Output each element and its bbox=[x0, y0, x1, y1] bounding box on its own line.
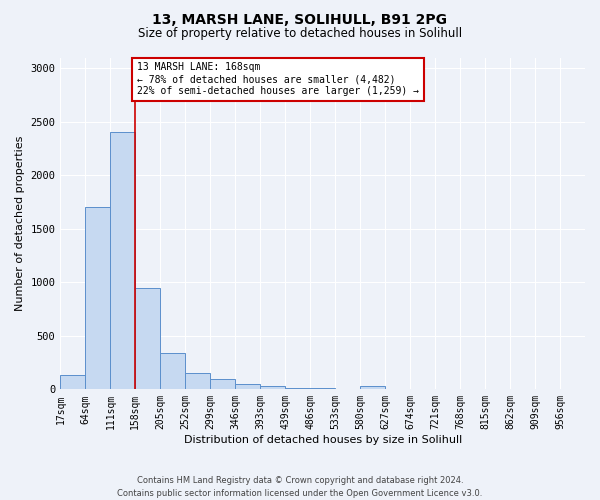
Bar bbox=[285, 388, 310, 390]
Bar bbox=[160, 353, 185, 390]
Bar bbox=[335, 389, 360, 390]
Bar bbox=[210, 379, 235, 390]
Bar bbox=[61, 376, 85, 390]
Bar bbox=[136, 288, 160, 390]
Bar bbox=[235, 384, 260, 390]
X-axis label: Distribution of detached houses by size in Solihull: Distribution of detached houses by size … bbox=[184, 435, 462, 445]
Text: 13, MARSH LANE, SOLIHULL, B91 2PG: 13, MARSH LANE, SOLIHULL, B91 2PG bbox=[152, 12, 448, 26]
Text: Size of property relative to detached houses in Solihull: Size of property relative to detached ho… bbox=[138, 28, 462, 40]
Bar bbox=[185, 372, 210, 390]
Bar bbox=[310, 388, 335, 390]
Bar bbox=[360, 386, 385, 390]
Text: Contains HM Land Registry data © Crown copyright and database right 2024.
Contai: Contains HM Land Registry data © Crown c… bbox=[118, 476, 482, 498]
Bar bbox=[110, 132, 136, 390]
Text: 13 MARSH LANE: 168sqm
← 78% of detached houses are smaller (4,482)
22% of semi-d: 13 MARSH LANE: 168sqm ← 78% of detached … bbox=[137, 62, 419, 96]
Y-axis label: Number of detached properties: Number of detached properties bbox=[15, 136, 25, 311]
Bar bbox=[85, 208, 110, 390]
Bar bbox=[260, 386, 285, 390]
